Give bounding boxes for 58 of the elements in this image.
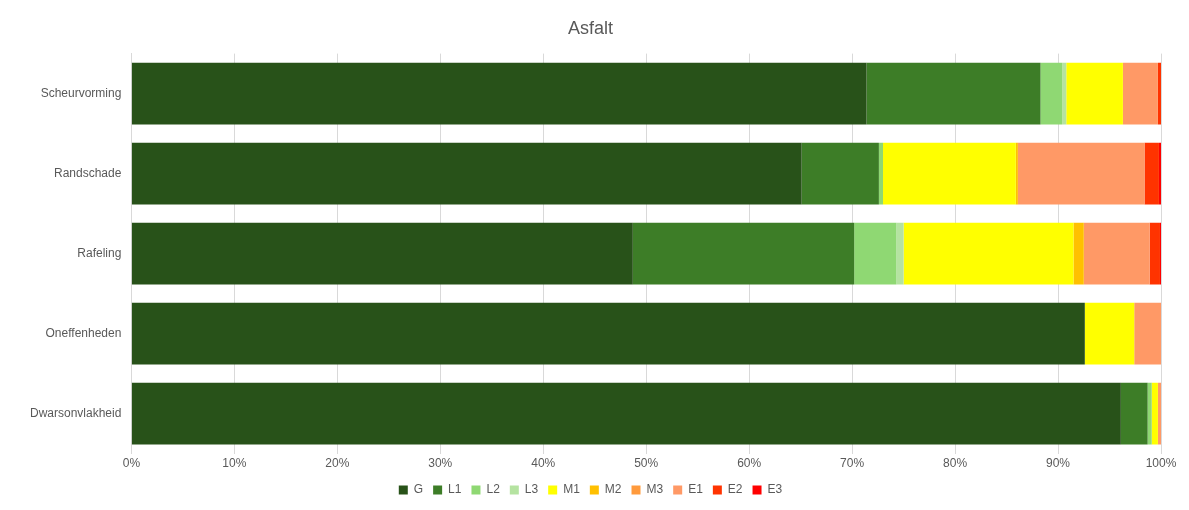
bar bbox=[896, 222, 904, 285]
bar bbox=[1120, 382, 1148, 445]
bar bbox=[883, 142, 1016, 205]
x-tick-label: 90% bbox=[1046, 456, 1071, 471]
bar bbox=[1066, 62, 1123, 125]
x-tick-label: 60% bbox=[737, 456, 762, 471]
legend-label: E3 bbox=[767, 482, 783, 497]
bar bbox=[801, 142, 879, 205]
legend-label: M1 bbox=[563, 482, 581, 497]
bar bbox=[1040, 62, 1063, 125]
bar bbox=[1157, 62, 1161, 125]
x-tick-label: 70% bbox=[840, 456, 865, 471]
bar bbox=[1134, 302, 1161, 365]
bar bbox=[903, 222, 1074, 285]
x-tick-label: 50% bbox=[634, 456, 659, 471]
legend-label: L2 bbox=[486, 482, 501, 497]
bar bbox=[1151, 382, 1158, 445]
y-tick-label: Scheurvorming bbox=[40, 85, 122, 100]
x-tick-label: 10% bbox=[222, 456, 247, 471]
bar bbox=[1157, 382, 1161, 445]
legend-label: G bbox=[413, 482, 424, 497]
bar bbox=[1144, 142, 1159, 205]
bar bbox=[131, 222, 633, 285]
bar bbox=[131, 142, 802, 205]
bar bbox=[878, 142, 883, 205]
bar bbox=[131, 382, 1121, 445]
bar bbox=[1149, 222, 1160, 285]
bar bbox=[1017, 142, 1145, 205]
bar bbox=[1147, 382, 1152, 445]
chart-title: Asfalt bbox=[567, 17, 614, 38]
x-tick-label: 80% bbox=[943, 456, 968, 471]
legend-label: E2 bbox=[727, 482, 743, 497]
x-tick-label: 0% bbox=[122, 456, 141, 471]
legend-label: M3 bbox=[646, 482, 664, 497]
bar bbox=[1062, 62, 1067, 125]
legend-label: L1 bbox=[448, 482, 462, 497]
x-tick-label: 20% bbox=[325, 456, 350, 471]
bar bbox=[1073, 222, 1084, 285]
bar bbox=[1122, 62, 1158, 125]
y-tick-label: Oneffenheden bbox=[45, 325, 122, 340]
legend-label: E1 bbox=[688, 482, 704, 497]
y-tick-label: Randschade bbox=[53, 165, 122, 180]
bar bbox=[866, 62, 1041, 125]
legend-label: M2 bbox=[604, 482, 622, 497]
bar bbox=[1083, 222, 1150, 285]
x-tick-label: 100% bbox=[1145, 456, 1177, 471]
y-tick-label: Dwarsonvlakheid bbox=[29, 405, 122, 420]
x-tick-label: 30% bbox=[428, 456, 453, 471]
bar bbox=[1084, 302, 1135, 365]
legend-label: L3 bbox=[524, 482, 539, 497]
bar bbox=[131, 62, 867, 125]
y-tick-label: Rafeling bbox=[77, 245, 122, 260]
bar bbox=[854, 222, 897, 285]
bar bbox=[632, 222, 855, 285]
bar bbox=[1015, 142, 1018, 205]
bar bbox=[131, 302, 1085, 365]
bar bbox=[1158, 142, 1161, 205]
x-tick-label: 40% bbox=[531, 456, 556, 471]
